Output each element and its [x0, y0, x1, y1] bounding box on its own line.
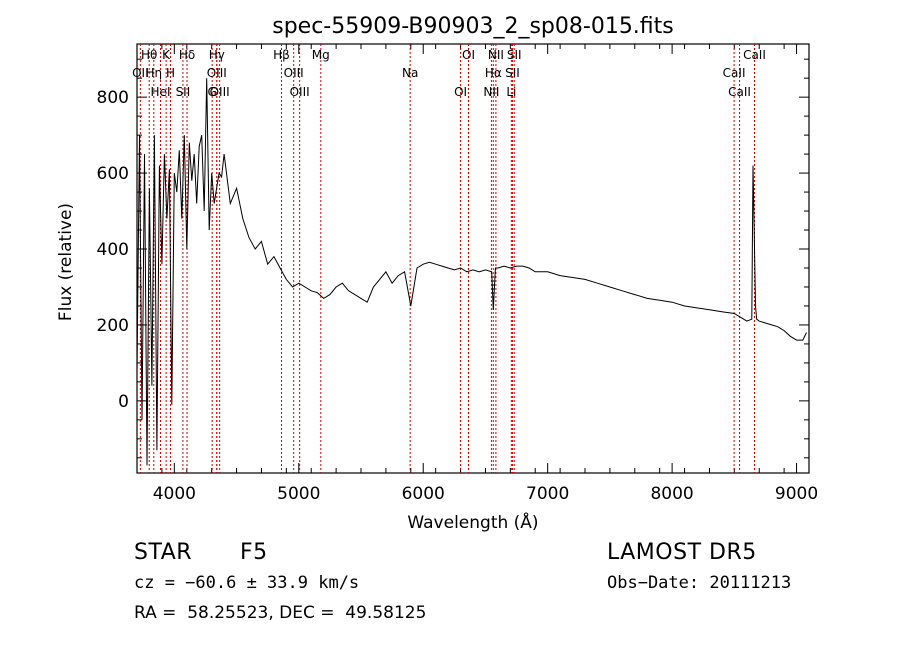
x-tick-label: 7000 — [526, 484, 569, 504]
spectrum-series-line — [136, 78, 807, 466]
y-axis-label: Flux (relative) — [56, 203, 76, 321]
spectral-line-label: OIII — [290, 85, 310, 99]
spectral-line-label: H — [166, 66, 175, 80]
y-tick-label: 0 — [118, 392, 129, 412]
spectral-line-label: Na — [402, 66, 418, 80]
spectral-line-label: Li — [506, 85, 516, 99]
spectral-line-label: NII — [483, 85, 499, 99]
observation-date: Obs−Date: 20111213 — [607, 573, 792, 593]
spectral-line-labels: HθHηHeIKHSIIHδOIIIGHγOIIOIIIHβOIIIOIIIMg… — [132, 48, 766, 99]
y-tick-label: 200 — [97, 316, 129, 336]
plot-frame — [136, 43, 810, 474]
spectral-line-label: OIII — [210, 85, 230, 99]
y-tick-label: 600 — [97, 164, 129, 184]
spectral-line-label: OI — [462, 48, 475, 62]
x-tick-label: 6000 — [402, 484, 445, 504]
spectral-line-label: Hδ — [179, 48, 195, 62]
spectral-line-label: OI — [454, 85, 467, 99]
spectral-line-label: SII — [176, 85, 191, 99]
x-tick-label: 9000 — [775, 484, 818, 504]
y-tick-label: 800 — [97, 88, 129, 108]
subclass: F5 — [240, 540, 268, 565]
spectral-line-label: SII — [505, 66, 520, 80]
spectral-line-label: Hη — [145, 66, 162, 80]
redshift-cz: cz = −60.6 ± 33.9 km/s — [134, 573, 360, 593]
spectral-line-label: G — [208, 85, 217, 99]
x-tick-label: 5000 — [277, 484, 320, 504]
chart-title: spec-55909-B90903_2_sp08-015.fits — [272, 14, 674, 39]
coordinates: RA = 58.25523, DEC = 49.58125 — [134, 603, 427, 623]
survey-name: LAMOST DR5 — [607, 540, 757, 565]
spectral-line-markers — [139, 44, 755, 473]
spectral-line-label: K — [162, 48, 171, 62]
object-class: STAR — [134, 540, 193, 565]
spectral-line-label: OII — [132, 66, 149, 80]
axis-ticks: 4000 5000 6000 7000 8000 9000 0 200 400 600 800 — [97, 44, 818, 504]
spectral-line-label: NII — [488, 48, 504, 62]
spectral-line-label: Mg — [312, 48, 330, 62]
spectral-line-label: Hγ — [209, 48, 225, 62]
spectral-line-label: Hθ — [141, 48, 157, 62]
y-tick-label: 400 — [97, 240, 129, 260]
spectral-line-label: SII — [507, 48, 522, 62]
spectral-line-label: OIII — [207, 66, 227, 80]
spectral-line-label: CaII — [728, 85, 751, 99]
spectral-line-label: Hβ — [273, 48, 290, 62]
spectral-line-label: CaII — [723, 66, 746, 80]
x-tick-label: 4000 — [153, 484, 196, 504]
spectral-line-label: Hα — [485, 66, 502, 80]
spectral-line-label: CaII — [743, 48, 766, 62]
spectral-line-label: OIII — [284, 66, 304, 80]
spectral-line-label: HeI — [151, 85, 171, 99]
x-axis-label: Wavelength (Å) — [407, 511, 538, 533]
x-tick-label: 8000 — [650, 484, 693, 504]
